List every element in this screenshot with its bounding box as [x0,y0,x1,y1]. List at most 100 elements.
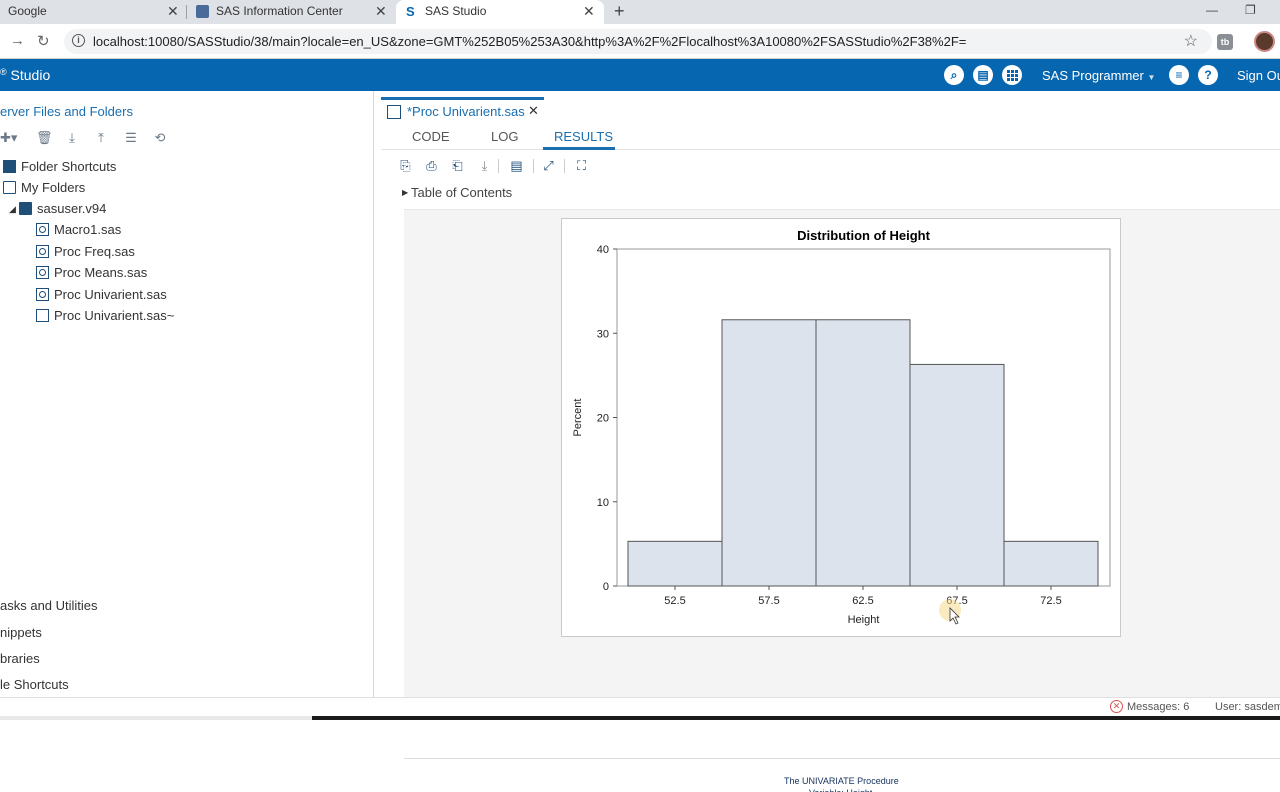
tree-my-folders[interactable]: My Folders [3,177,85,197]
folder-icon [19,201,32,215]
results-divider [404,758,1280,759]
caret-down-icon[interactable]: ◢ [9,204,16,214]
upload-icon[interactable]: ⤒ [98,130,104,145]
browser-tab-sas-info-center[interactable]: SAS Information Center ✕ [190,0,394,24]
open-new-window-icon[interactable]: ⤢ [543,158,554,173]
address-bar[interactable]: i localhost:10080/SASStudio/38/main?loca… [64,29,1212,54]
tree-file-item[interactable]: Proc Means.sas [36,262,147,282]
open-pdf-icon[interactable]: ⎙ [426,158,437,173]
chevron-down-icon: ▼ [1147,73,1156,82]
close-icon[interactable]: ✕ [528,103,539,118]
user-role-menu[interactable]: SAS Programmer ▼ [1042,68,1156,83]
chart-title: Distribution of Height [797,228,931,243]
sas-program-icon [36,265,49,279]
url-text: localhost:10080/SASStudio/38/main?locale… [93,34,967,49]
new-item-icon[interactable]: ✚▾ [0,130,18,145]
x-axis-label: Height [848,614,880,626]
status-bar: ✕ Messages: 6 User: sasdem [0,697,1280,716]
page-favicon-icon [196,5,209,18]
histogram-bar [1003,540,1099,587]
avatar[interactable] [1254,31,1275,52]
options-icon[interactable]: ≡ [1169,65,1189,85]
restore-icon[interactable]: ❐ [1245,3,1256,17]
sas-program-icon [36,287,49,301]
download-icon[interactable]: ⤓ [481,158,488,173]
left-navigation-pane: erver Files and Folders ✚▾ 🗑 ⤓ ⤒ ☰ ⟲ Fol… [0,91,374,697]
print-icon[interactable]: ▤ [973,65,993,85]
tree-sasuser-folder[interactable]: sasuser.v94 [19,198,106,218]
reload-icon[interactable]: ↻ [37,33,50,50]
section-libraries[interactable]: braries [0,651,40,666]
tree-item-label: Macro1.sas [54,221,122,237]
extension-icon[interactable]: tb [1217,34,1233,50]
tree-file-item[interactable]: Proc Univarient.sas~ [36,305,174,325]
tree-folder-shortcuts[interactable]: Folder Shortcuts [3,156,116,176]
tab-divider [186,5,187,19]
browser-tab-label: SAS Information Center [216,4,343,18]
help-icon[interactable]: ? [1198,65,1218,85]
y-tick-label: 20 [597,413,609,425]
app-title: ® Studio [0,67,51,83]
browser-tab-label: Google [8,4,47,18]
x-tick-label: 72.5 [1040,595,1061,607]
sas-program-icon [387,105,401,119]
section-file-shortcuts[interactable]: le Shortcuts [0,677,69,692]
tab-code[interactable]: CODE [412,129,450,144]
y-tick-label: 0 [603,581,609,593]
browser-toolbar: → ↻ i localhost:10080/SASStudio/38/main?… [0,24,1280,59]
info-icon[interactable]: i [72,34,85,47]
tree-file-item[interactable]: Proc Univarient.sas [36,284,167,304]
download-icon[interactable]: ⤓ [69,130,75,145]
close-icon[interactable]: ✕ [375,3,387,19]
tree-item-label: Proc Univarient.sas~ [54,307,175,323]
search-icon[interactable]: ⌕ [944,65,964,85]
browser-tab-google[interactable]: Google ✕ [0,0,186,24]
refresh-icon[interactable]: ⟲ [154,130,166,145]
histogram-bar [627,540,723,587]
error-icon: ✕ [1110,700,1123,713]
section-snippets[interactable]: nippets [0,625,42,640]
minimize-icon[interactable]: — [1206,3,1218,17]
active-tab-indicator [543,147,615,150]
maximize-view-icon[interactable]: ⛶ [576,158,587,173]
table-of-contents-toggle[interactable]: Table of Contents [411,185,513,200]
tree-item-label: Folder Shortcuts [21,158,117,174]
server-files-heading[interactable]: erver Files and Folders [0,104,133,119]
messages-count[interactable]: Messages: 6 [1127,701,1190,713]
sign-out-link[interactable]: Sign Ou [1237,68,1280,83]
open-html-icon[interactable]: ⎘ [400,158,411,173]
forward-icon[interactable]: → [10,32,25,49]
caret-right-icon[interactable]: ▶ [402,188,409,197]
new-tab-icon[interactable]: + [614,1,625,21]
bookmark-star-icon[interactable]: ☆ [1183,33,1198,50]
section-tasks-and-utilities[interactable]: asks and Utilities [0,598,98,613]
sas-program-icon [36,244,49,258]
properties-icon[interactable]: ☰ [125,130,137,145]
folder-shortcut-icon [3,159,16,173]
toolbar-divider [564,159,565,173]
y-tick-label: 40 [597,244,609,256]
close-icon[interactable]: ✕ [583,3,595,19]
browser-tab-sas-studio[interactable]: S SAS Studio ✕ [396,0,604,24]
apps-grid-icon[interactable] [1002,65,1022,85]
os-taskbar [0,716,1280,720]
tab-log[interactable]: LOG [491,129,519,144]
tab-results[interactable]: RESULTS [554,129,613,144]
histogram-bar [721,319,817,587]
procedure-title: The UNIVARIATE Procedure [784,776,899,786]
my-folders-icon [3,180,16,194]
print-icon[interactable]: ▤ [510,158,523,173]
delete-icon[interactable]: 🗑 [36,130,53,145]
tree-item-label: sasuser.v94 [37,200,107,216]
toolbar-divider [533,159,534,173]
histogram-svg: Distribution of Height 0 10 20 30 40 52.5 57.5 6… [572,228,1111,626]
tree-file-item[interactable]: Proc Freq.sas [36,241,135,261]
close-icon[interactable]: ✕ [167,3,179,19]
os-taskbar-segment [0,716,312,720]
toolbar-divider [498,159,499,173]
open-rtf-icon[interactable]: ⎗ [452,158,463,173]
tree-file-item[interactable]: Macro1.sas [36,219,121,239]
program-tab[interactable]: *Proc Univarient.sas ✕ [381,97,544,122]
tree-item-label: My Folders [21,179,86,195]
sas-favicon-icon: S [406,4,415,19]
